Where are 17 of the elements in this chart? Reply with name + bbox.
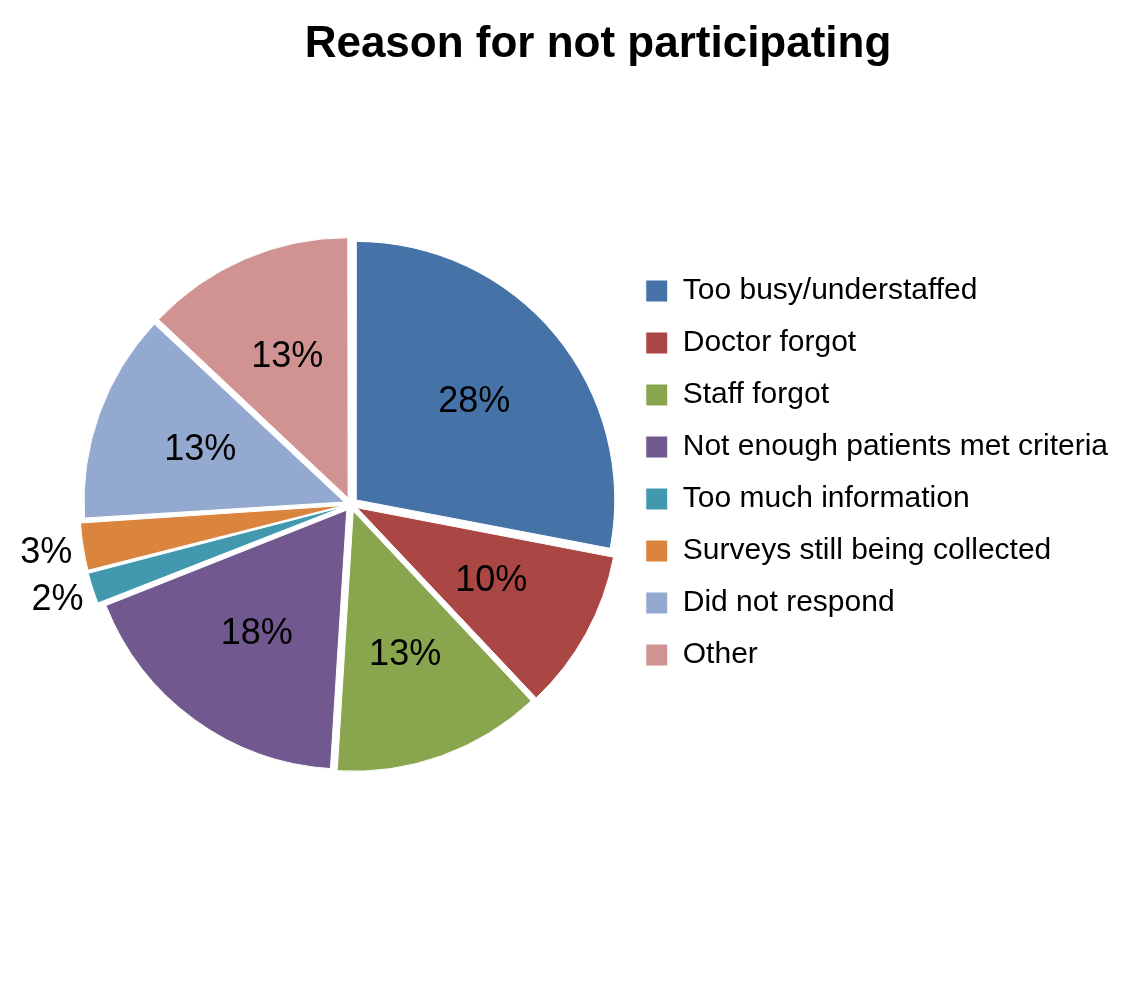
legend-label: Doctor forgot	[682, 324, 857, 358]
data-label: 28%	[438, 379, 511, 421]
data-label: 10%	[455, 558, 528, 600]
legend-label: Did not respond	[682, 584, 895, 618]
data-label: 13%	[369, 632, 442, 674]
legend-label: Too busy/understaffed	[682, 272, 978, 306]
data-label: 18%	[220, 610, 293, 652]
data-label: 2%	[31, 576, 84, 618]
data-label: 13%	[164, 427, 237, 469]
data-label: 3%	[20, 529, 73, 571]
legend-label: Other	[682, 636, 758, 670]
data-label: 13%	[251, 334, 324, 376]
legend-label: Not enough patients met criteria	[682, 428, 1109, 462]
legend-label: Surveys still being collected	[682, 532, 1052, 566]
chart-title: Reason for not participating	[304, 16, 892, 66]
legend-label: Too much information	[682, 480, 970, 514]
legend-label: Staff forgot	[682, 376, 830, 410]
